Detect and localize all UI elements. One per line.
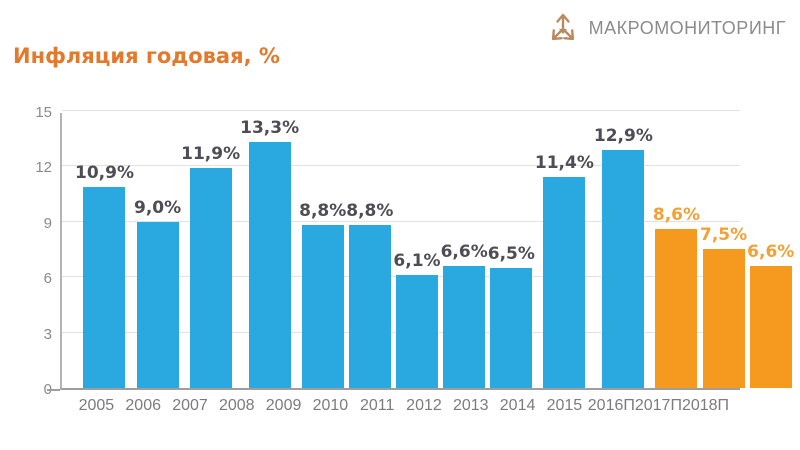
bar-group-2018П: 6,6% [747,244,794,388]
x-tick-label-2013: 2013 [452,397,489,414]
bar-2016П [655,229,698,388]
bar-2017П [702,249,745,388]
bar-group-2006: 9,0% [134,200,181,388]
bar-2007 [189,168,232,388]
y-tick-label-12: 12 [35,159,52,176]
bar-group-2014: 11,4% [535,155,594,388]
x-tick-label-2016П: 2016П [587,397,635,414]
x-tick-label-2011: 2011 [359,397,395,414]
x-tick-label-2015: 2015 [546,397,583,414]
x-axis-labels: 2005 2006 2007 2008 2009 2010 2011 2012 2013 2014… [73,397,729,415]
bar-value-label: 12,9% [593,126,653,146]
x-axis-line-extension [47,389,60,391]
x-tick-label-2012: 2012 [406,397,442,414]
bar-2015 [602,150,645,388]
bar-2008 [248,142,291,388]
bar-value-label: 8,6% [652,205,701,225]
bar-group-2005: 10,9% [75,165,134,388]
bar-2009 [301,225,344,388]
plot-area: 10,9% 9,0% 11,9% 13,3% 8,8% 8,8% 6,1% 6,6% 6,5% 1… [60,110,794,390]
bar-value-label: 8,8% [346,201,394,221]
x-tick-label-2014: 2014 [499,397,536,414]
bar-value-label: 10,9% [75,163,134,183]
three-arrows-logo-icon [551,13,574,41]
bar-group-2016П: 8,6% [653,207,700,388]
x-tick-label-2018П: 2018П [681,397,730,414]
bar-value-label: 6,6% [440,242,488,262]
bar-value-label: 8,8% [299,201,347,221]
bar-2014 [543,177,586,388]
bar-2012 [443,266,486,388]
bar-value-label: 6,6% [747,242,795,262]
x-tick-label-2005: 2005 [78,397,115,414]
bar-value-label: 11,4% [534,153,594,173]
bar-value-label: 11,9% [181,144,241,164]
y-tick-label-6: 6 [43,270,52,287]
bar-group-2011: 6,1% [393,251,441,388]
bar-2013 [490,268,533,388]
chart-title: Инфляция годовая, % [13,44,280,68]
bar-2018П [749,266,792,388]
bar-2011 [396,275,438,388]
bar-value-label: 7,5% [700,225,748,245]
x-tick-label-2009: 2009 [265,397,302,414]
y-axis-labels: 03691215 [8,105,52,397]
gridline-12 [62,165,740,166]
bar-value-label: 6,1% [393,251,441,271]
bar-value-label: 13,3% [240,118,300,138]
bar-value-label: 6,5% [487,244,535,264]
bar-group-2012: 6,6% [441,244,488,388]
bar-group-2015: 12,9% [594,128,653,388]
gridline-9 [62,221,740,222]
y-tick-label-3: 3 [43,326,52,343]
y-tick-label-15: 15 [35,104,52,121]
bar-group-2013: 6,5% [488,246,535,388]
bar-group-2017П: 7,5% [700,227,747,388]
y-tick-label-9: 9 [43,215,52,232]
x-tick-label-2008: 2008 [218,397,255,414]
bar-group-2010: 8,8% [346,203,393,388]
logo-text: МАКРОМОНИТОРИНГ [588,17,786,38]
bar-group-2007: 11,9% [181,146,240,388]
bar-value-label: 9,0% [133,198,182,218]
bars-container: 10,9% 9,0% 11,9% 13,3% 8,8% 8,8% 6,1% 6,6% 6,5% 1… [75,113,794,388]
bar-2005 [83,187,126,388]
bar-2010 [348,225,391,388]
gridline-15 [62,110,740,111]
x-tick-label-2007: 2007 [172,397,208,414]
x-tick-label-2006: 2006 [125,397,161,414]
x-tick-label-2017П: 2017П [634,397,682,414]
bar-group-2009: 8,8% [299,203,346,388]
macromonitoring-logo: МАКРОМОНИТОРИНГ [545,10,786,46]
bar-group-2008: 13,3% [240,120,299,388]
bar-2006 [136,222,179,388]
x-tick-label-2010: 2010 [312,397,349,414]
